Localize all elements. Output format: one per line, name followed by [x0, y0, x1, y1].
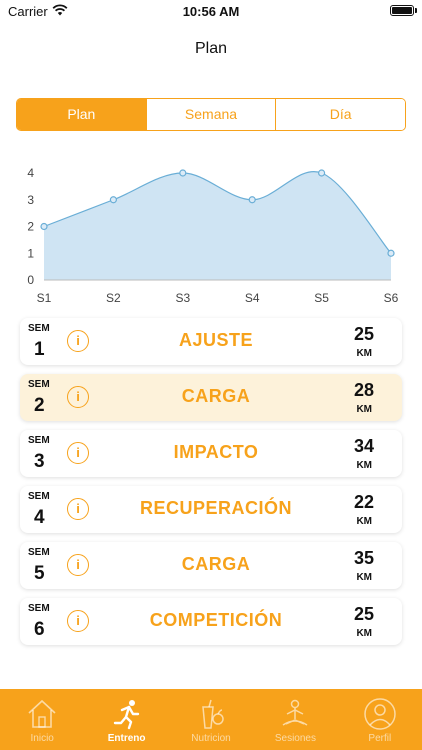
info-icon[interactable]: i [67, 330, 89, 352]
km-value: 22 [353, 492, 374, 512]
week-number: 6 [34, 619, 45, 640]
chart-data-point [248, 196, 256, 204]
weekly-load-chart: 0 1 2 3 4 S1 S2 S3 S4 S5 S6 [27, 166, 399, 305]
km-unit: KM [356, 348, 372, 359]
week-card-2[interactable]: SEM 2 i CARGA 28 KM [20, 374, 402, 421]
sem-label: SEM [28, 323, 50, 334]
week-number: 5 [34, 563, 45, 584]
segmented-control: Plan Semana Día [16, 98, 406, 131]
info-icon[interactable]: i [67, 498, 89, 520]
chart-data-point [109, 196, 118, 204]
phase-label: COMPETICIÓN [149, 610, 283, 630]
tab-label: Sesiones [274, 733, 316, 744]
sem-label: SEM [28, 379, 50, 390]
home-icon [28, 699, 56, 728]
km-value: 35 [353, 548, 374, 568]
chart-area-fill [44, 171, 391, 280]
carrier-label: Carrier [8, 4, 48, 19]
y-tick-label: 2 [27, 220, 34, 234]
info-icon[interactable]: i [67, 610, 89, 632]
km-value: 34 [353, 436, 374, 456]
x-tick-label: S6 [384, 291, 399, 305]
km-unit: KM [356, 516, 372, 527]
phase-label: IMPACTO [173, 442, 259, 462]
km-value: 25 [353, 604, 374, 624]
segment-semana[interactable]: Semana [146, 99, 277, 130]
status-bar: Carrier 10:56 AM [0, 0, 422, 24]
week-card-6[interactable]: SEM 6 i COMPETICIÓN 25 KM [20, 598, 402, 645]
y-tick-label: 0 [27, 273, 34, 287]
week-number: 3 [34, 451, 45, 472]
sem-label: SEM [28, 547, 50, 558]
tab-bar: Inicio Entreno Nutricion Sesiones [0, 689, 422, 750]
chart-data-point [179, 169, 187, 177]
phase-label: CARGA [181, 386, 251, 406]
km-unit: KM [356, 572, 372, 583]
week-number: 1 [34, 339, 45, 360]
x-tick-label: S3 [175, 291, 190, 305]
tab-inicio[interactable]: Inicio [0, 689, 84, 750]
km-unit: KM [356, 628, 372, 639]
week-number: 4 [34, 507, 45, 528]
y-tick-label: 3 [27, 193, 34, 207]
meditation-icon [283, 699, 308, 726]
info-icon[interactable]: i [67, 386, 89, 408]
runner-icon [113, 700, 139, 730]
sem-label: SEM [28, 435, 50, 446]
wifi-icon [52, 4, 68, 16]
info-icon[interactable]: i [67, 442, 89, 464]
y-tick-label: 1 [27, 246, 34, 260]
km-unit: KM [356, 404, 372, 415]
sem-label: SEM [28, 603, 50, 614]
tab-label: Entreno [107, 733, 146, 744]
week-card-3[interactable]: SEM 3 i IMPACTO 34 KM [20, 430, 402, 477]
tab-sesiones[interactable]: Sesiones [253, 689, 337, 750]
sem-label: SEM [28, 491, 50, 502]
tab-nutricion[interactable]: Nutricion [169, 689, 253, 750]
page-title: Plan [194, 40, 228, 57]
profile-icon [364, 698, 396, 730]
phase-label: AJUSTE [178, 330, 253, 350]
km-unit: KM [356, 460, 372, 471]
clock: 10:56 AM [182, 4, 240, 19]
tab-entreno[interactable]: Entreno [84, 689, 168, 750]
week-card-4[interactable]: SEM 4 i RECUPERACIÓN 22 KM [20, 486, 402, 533]
km-value: 25 [353, 324, 374, 344]
chart-data-point [40, 222, 48, 231]
x-tick-label: S1 [37, 291, 52, 305]
x-tick-label: S5 [314, 291, 329, 305]
info-icon[interactable]: i [67, 554, 89, 576]
weeks-list: SEM 1 i AJUSTE 25 KM SEM 2 i CARGA 28 KM… [20, 318, 402, 654]
battery-icon [390, 5, 417, 16]
tab-perfil[interactable]: Perfil [338, 689, 422, 750]
segment-plan[interactable]: Plan [17, 99, 147, 130]
tab-label: Nutricion [191, 733, 231, 744]
y-tick-label: 4 [27, 166, 34, 180]
week-card-5[interactable]: SEM 5 i CARGA 35 KM [20, 542, 402, 589]
x-tick-label: S4 [245, 291, 260, 305]
chart-data-point [387, 249, 395, 257]
tab-label: Perfil [368, 733, 392, 744]
segment-dia[interactable]: Día [276, 99, 405, 130]
tab-label: Inicio [30, 733, 54, 744]
phase-label: RECUPERACIÓN [139, 498, 292, 518]
chart-data-point [318, 169, 326, 177]
km-value: 28 [353, 380, 374, 400]
week-card-1[interactable]: SEM 1 i AJUSTE 25 KM [20, 318, 402, 365]
x-tick-label: S2 [106, 291, 121, 305]
week-number: 2 [34, 395, 45, 416]
nutrition-icon [202, 699, 224, 729]
phase-label: CARGA [181, 554, 251, 574]
